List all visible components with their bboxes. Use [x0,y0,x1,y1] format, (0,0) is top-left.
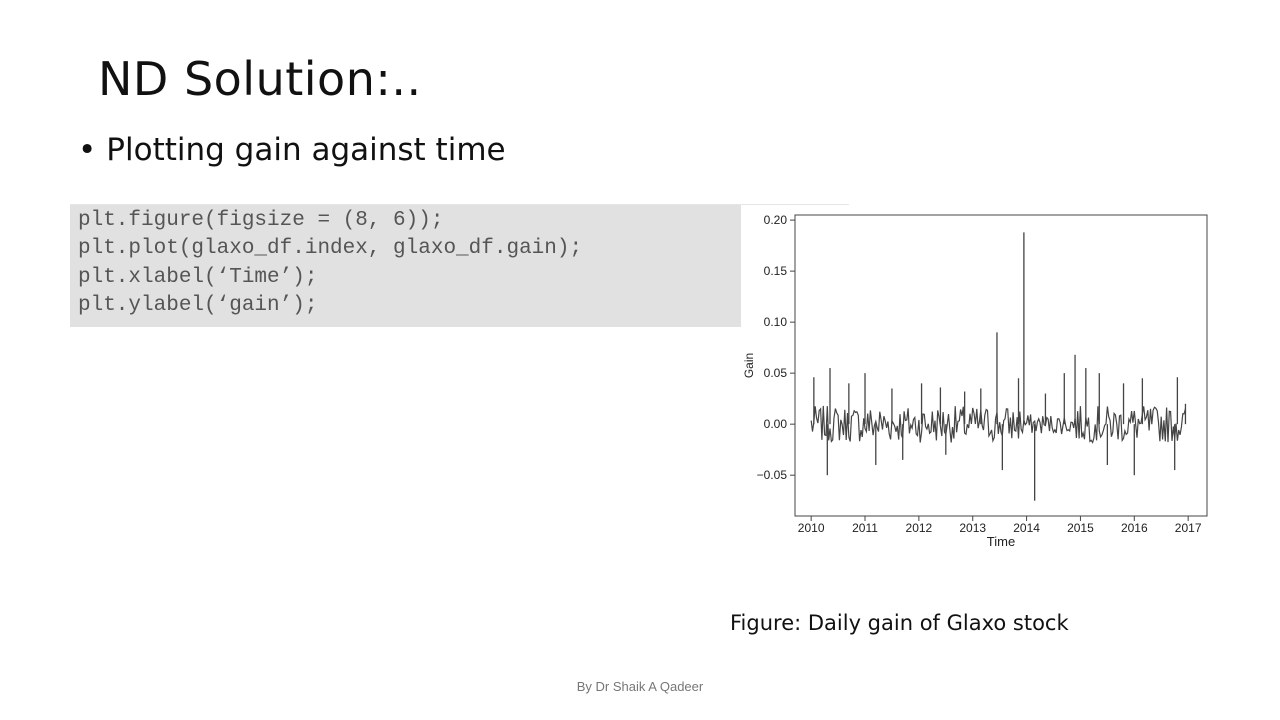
slide-title: ND Solution:.. [98,52,422,106]
figure-caption: Figure: Daily gain of Glaxo stock [730,611,1069,635]
x-tick-label: 2011 [852,521,878,535]
bullet-text: Plotting gain against time [106,132,506,168]
bullet-dot-icon: • [78,132,97,168]
x-tick-label: 2016 [1121,521,1148,535]
gain-series-line [810,405,1187,444]
y-tick-label: 0.15 [764,264,788,278]
code-line-2: plt.plot(glaxo_df.index, glaxo_df.gain); [78,237,583,260]
code-line-4: plt.ylabel(‘gain’); [78,294,318,317]
plot-frame [794,214,1208,517]
x-tick-label: 2012 [906,521,933,535]
footer-credit: By Dr Shaik A Qadeer [576,679,704,694]
bullet-point: • Plotting gain against time [78,132,506,168]
y-tick-label: 0.20 [764,213,788,227]
x-tick-label: 2013 [959,521,986,535]
x-tick-label: 2015 [1067,521,1094,535]
code-line-3: plt.xlabel(‘Time’); [78,266,318,289]
code-line-1: plt.figure(figsize = (8, 6)); [78,209,444,232]
y-tick-label: −0.05 [757,468,788,482]
gain-chart: 0.20 0.15 0.10 0.05 0.00 −0.05 2010 2011 2012 201… [741,205,1221,555]
y-tick-label: 0.05 [764,366,788,380]
x-tick-label: 2010 [798,521,825,535]
gain-chart-svg: 0.20 0.15 0.10 0.05 0.00 −0.05 2010 2011 2012 201… [742,213,1208,549]
y-axis-label: Gain [742,353,756,378]
code-block: plt.figure(figsize = (8, 6)); plt.plot(g… [70,205,741,327]
x-axis-label: Time [987,534,1015,549]
x-tick-label: 2014 [1013,521,1040,535]
x-tick-label: 2017 [1175,521,1202,535]
y-tick-label: 0.10 [764,315,788,329]
y-tick-label: 0.00 [764,417,788,431]
